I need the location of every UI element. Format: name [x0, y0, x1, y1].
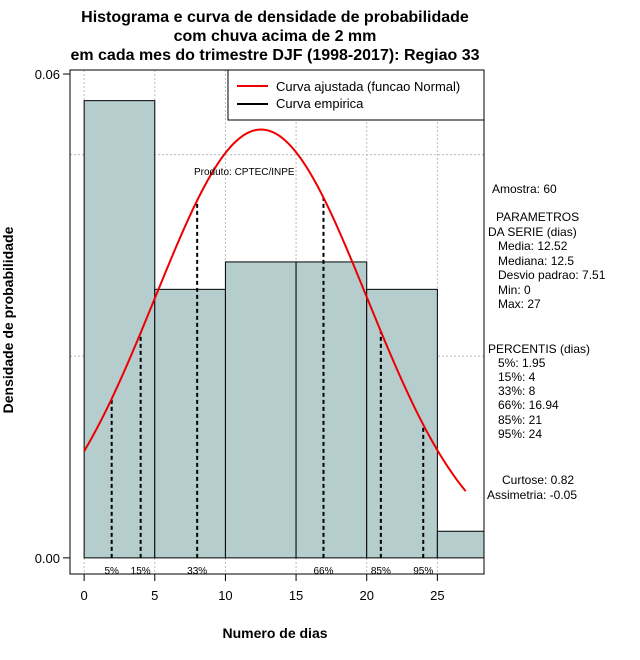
bar-layer: [83, 100, 485, 559]
curve-layer: [83, 128, 467, 492]
stat-p95: 95%: 24: [498, 427, 542, 441]
percentile-layer: 5% 15% 33% 66% 85% 95%: [104, 197, 433, 577]
chart-title-line-3: em cada mes do trimestre DJF (1998-2017)…: [70, 47, 479, 64]
stats-panel: Amostra: 60 PARAMETROS DA SERIE (dias) M…: [487, 182, 606, 502]
fitted-normal-curve: [83, 128, 467, 492]
x-tick-label: 25: [430, 588, 444, 603]
percentile-label: 95%: [413, 566, 433, 577]
histogram-bar: [83, 100, 156, 559]
y-tick-label: 0.06: [35, 67, 60, 82]
stat-skewness: Assimetria: -0.05: [487, 488, 577, 502]
stat-sample: Amostra: 60: [492, 182, 557, 196]
stat-max: Max: 27: [498, 297, 541, 311]
stat-p85: 85%: 21: [498, 413, 542, 427]
stat-kurtosis: Curtose: 0.82: [502, 473, 574, 487]
chart-title-line-1: Histograma e curva de densidade de proba…: [81, 9, 469, 26]
chart-title-line-2: com chuva acima de 2 mm: [174, 28, 377, 45]
stat-p15: 15%: 4: [498, 370, 536, 384]
stat-p5: 5%: 1.95: [498, 356, 546, 370]
x-tick-label: 20: [359, 588, 373, 603]
stat-p66: 66%: 16.94: [498, 398, 559, 412]
percentile-label: 15%: [131, 566, 151, 577]
legend: Curva ajustada (funcao Normal) Curva emp…: [227, 69, 485, 121]
histogram-bar: [224, 261, 297, 559]
x-tick-label: 5: [151, 588, 158, 603]
product-label: Produto: CPTEC/INPE: [194, 167, 295, 178]
x-tick-label: 0: [81, 588, 88, 603]
legend-label-fitted: Curva ajustada (funcao Normal): [276, 79, 460, 94]
histogram-bar: [295, 261, 368, 559]
stat-min: Min: 0: [498, 283, 531, 297]
histogram-bar: [366, 288, 438, 559]
x-axis-title: Numero de dias: [222, 625, 327, 641]
y-tick-label: 0.00: [35, 551, 60, 566]
y-axis-title: Densidade de probabilidade: [0, 226, 16, 413]
stat-p33: 33%: 8: [498, 384, 536, 398]
percentile-label: 33%: [187, 566, 207, 577]
percentile-label: 85%: [371, 566, 391, 577]
percentile-label: 5%: [104, 566, 119, 577]
stat-params-heading: PARAMETROS: [496, 210, 579, 224]
stat-percentiles-heading: PERCENTIS (dias): [488, 342, 590, 356]
histogram-bar: [436, 530, 485, 559]
x-tick-label: 10: [218, 588, 232, 603]
stat-median: Mediana: 12.5: [498, 254, 574, 268]
legend-box: [227, 69, 485, 121]
percentile-label: 66%: [313, 566, 333, 577]
legend-label-empirical: Curva empirica: [276, 96, 364, 111]
stat-mean: Media: 12.52: [498, 239, 568, 253]
stat-stddev: Desvio padrao: 7.51: [498, 268, 606, 282]
x-tick-label: 15: [289, 588, 303, 603]
axis-layer: 0 5 10 15 20 25 0.00 0.06: [35, 67, 445, 603]
stat-params-subheading: DA SERIE (dias): [488, 225, 577, 239]
histogram-bar: [154, 288, 226, 559]
